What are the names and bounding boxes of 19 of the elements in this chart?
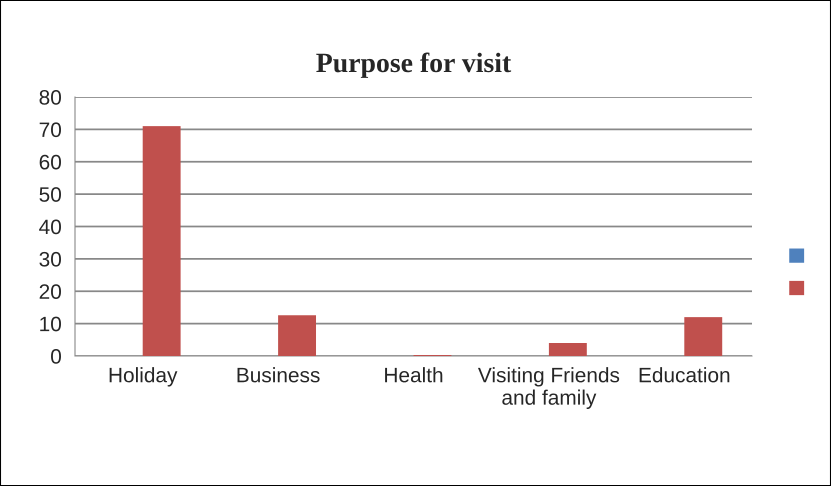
y-tick-label: 50 — [39, 187, 61, 202]
y-tick-label: 20 — [40, 284, 61, 300]
y-tick-label: 0 — [51, 349, 61, 364]
y-tick-label: 60 — [40, 154, 61, 170]
y-tick-label: 10 — [40, 316, 61, 332]
x-tick-label: Visiting Friends and family — [478, 367, 620, 409]
x-tick-label: Business — [238, 367, 320, 382]
chart-title: Purpose for visit — [316, 52, 512, 78]
y-tick-label: 70 — [40, 122, 61, 138]
y-tick-label: 80 — [40, 90, 61, 105]
y-tick-label: 30 — [39, 252, 61, 267]
x-tick-label: Health — [385, 367, 442, 382]
bar — [548, 343, 587, 356]
x-tick-label: Holiday — [110, 367, 178, 387]
bar — [278, 315, 316, 356]
bar — [684, 317, 722, 356]
y-tick-label: 40 — [39, 220, 61, 234]
bar — [142, 126, 181, 356]
x-tick-label: Education — [640, 367, 730, 382]
